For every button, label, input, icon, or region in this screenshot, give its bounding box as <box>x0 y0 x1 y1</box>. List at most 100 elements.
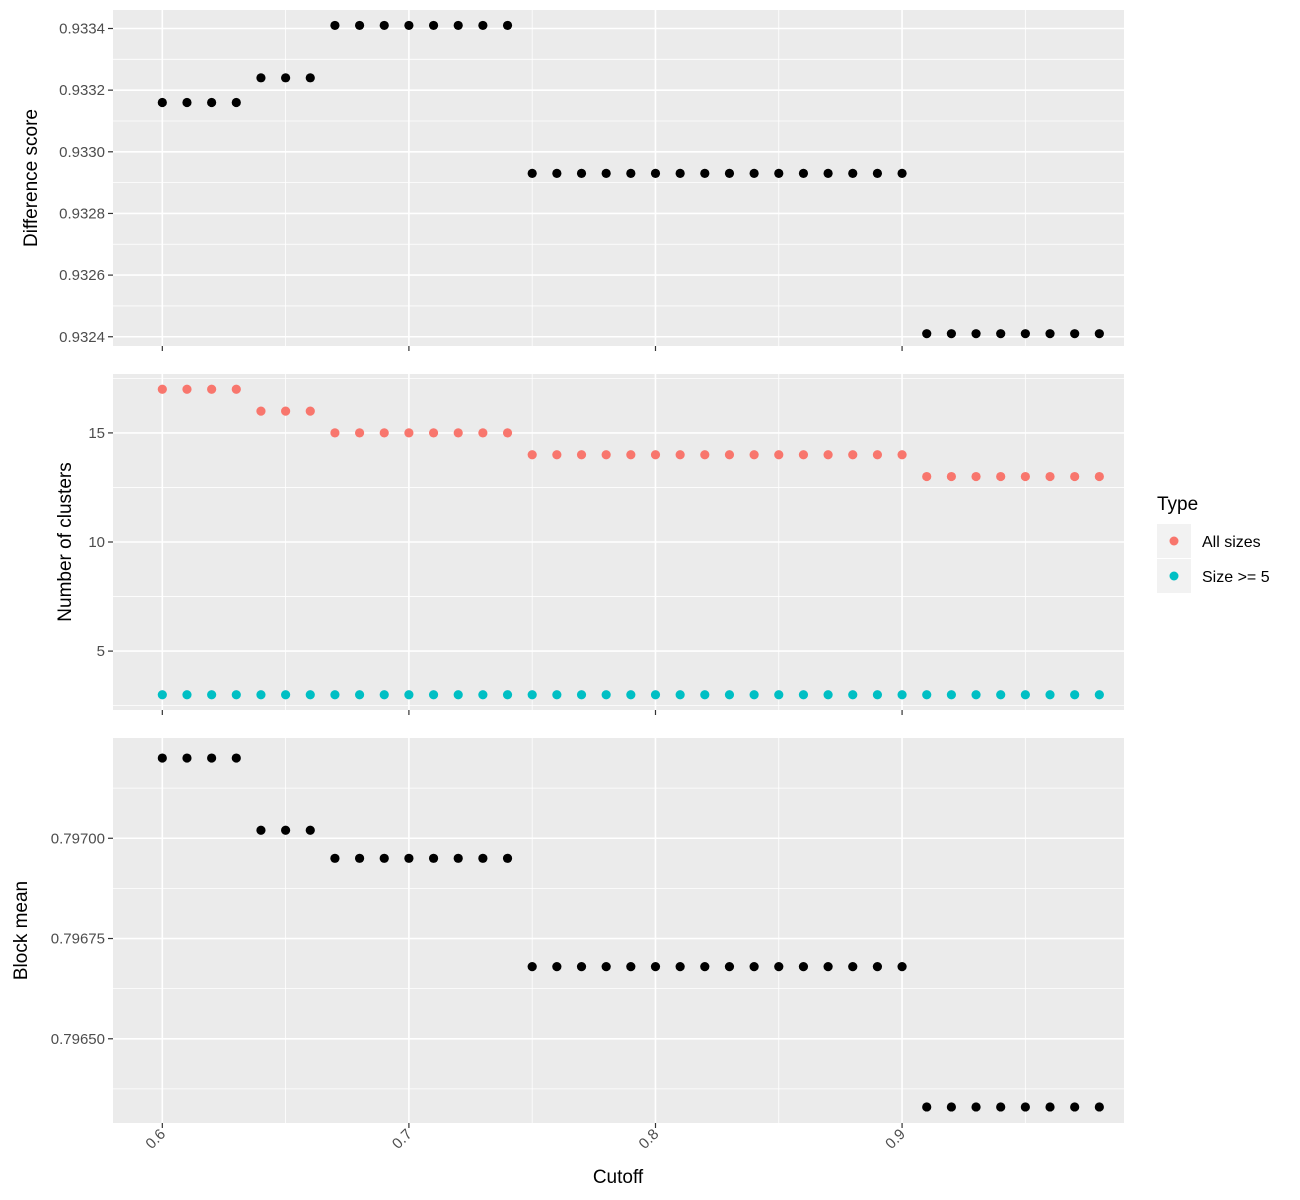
data-point <box>330 853 340 863</box>
data-point <box>379 690 389 700</box>
data-point <box>231 753 241 763</box>
y-tick-label: 0.9324 <box>59 329 105 346</box>
data-point <box>478 853 488 863</box>
data-point <box>428 20 439 31</box>
x-tick-label: 0.6 <box>142 1126 169 1153</box>
y-tick-label: 5 <box>97 643 105 660</box>
data-point <box>1070 329 1080 339</box>
data-point <box>281 825 291 835</box>
data-point <box>1020 329 1030 339</box>
legend-entry-size-5: Size >= 5 <box>1157 559 1270 593</box>
data-point <box>502 428 513 438</box>
data-point <box>576 168 587 178</box>
data-point <box>774 168 784 178</box>
data-point <box>996 1102 1006 1112</box>
data-point <box>626 961 636 972</box>
data-point <box>650 690 661 700</box>
data-point <box>576 690 587 700</box>
data-point <box>281 73 291 83</box>
data-point <box>626 450 636 460</box>
data-point <box>502 690 513 700</box>
data-point <box>305 73 315 83</box>
y-tick-label: 15 <box>88 425 105 442</box>
data-point <box>379 428 389 438</box>
data-point <box>601 450 611 460</box>
data-point <box>231 97 241 108</box>
data-point <box>576 450 587 460</box>
data-point <box>182 690 192 700</box>
data-point <box>502 20 513 31</box>
panel-background <box>113 10 1124 346</box>
x-tick-label: 0.9 <box>882 1126 909 1153</box>
data-point <box>182 384 192 394</box>
data-point <box>527 450 537 460</box>
data-point <box>922 329 932 339</box>
data-point <box>527 168 537 178</box>
data-point <box>724 450 735 460</box>
y-axis-title: Difference score <box>21 109 42 247</box>
data-point <box>749 961 759 972</box>
data-point <box>354 428 365 438</box>
data-point <box>1094 471 1104 482</box>
data-point <box>478 690 488 700</box>
y-tick-label: 0.79675 <box>51 931 105 948</box>
data-point <box>1045 1102 1055 1112</box>
data-point <box>305 690 315 700</box>
data-point <box>157 97 167 108</box>
data-point <box>798 450 809 460</box>
data-point <box>601 690 611 700</box>
data-point <box>1020 1102 1030 1112</box>
y-tick-label: 10 <box>88 534 105 551</box>
y-tick-label: 0.9330 <box>59 144 105 161</box>
data-point <box>675 450 685 460</box>
y-tick-label: 0.79700 <box>51 830 105 847</box>
data-point <box>428 428 439 438</box>
data-point <box>700 168 710 178</box>
data-point <box>922 471 932 482</box>
data-point <box>922 1102 932 1112</box>
data-point <box>527 961 537 972</box>
data-point <box>675 168 685 178</box>
data-point <box>182 753 192 763</box>
data-point <box>650 961 661 972</box>
legend: Type All sizes Size >= 5 <box>1157 494 1270 593</box>
data-point <box>354 20 365 31</box>
data-point <box>552 450 562 460</box>
legend-label-size-5: Size >= 5 <box>1202 569 1270 586</box>
data-point <box>428 690 439 700</box>
data-point <box>478 428 488 438</box>
data-point <box>157 753 167 763</box>
data-point <box>798 961 809 972</box>
data-point <box>157 384 167 394</box>
data-point <box>601 168 611 178</box>
data-point <box>626 168 636 178</box>
data-point <box>872 690 883 700</box>
data-point <box>354 690 365 700</box>
data-point <box>848 168 858 178</box>
data-point <box>971 1102 981 1112</box>
data-point <box>1070 471 1080 482</box>
data-point <box>700 690 710 700</box>
legend-label-all-sizes: All sizes <box>1202 534 1261 551</box>
data-point <box>996 690 1006 700</box>
series-difference-score <box>157 20 1104 339</box>
data-point <box>798 168 809 178</box>
data-point <box>872 168 883 178</box>
data-point <box>404 428 414 438</box>
data-point <box>724 168 735 178</box>
data-point <box>453 690 463 700</box>
data-point <box>330 20 340 31</box>
data-point <box>675 961 685 972</box>
y-axis-title: Block mean <box>11 881 32 980</box>
data-point <box>1045 690 1055 700</box>
data-point <box>749 690 759 700</box>
series-block-mean <box>157 753 1104 1112</box>
data-point <box>428 853 439 863</box>
data-point <box>1094 329 1104 339</box>
data-point <box>897 168 907 178</box>
data-point <box>650 450 661 460</box>
data-point <box>281 690 291 700</box>
panels: 0.9324 0.9326 0.9328 0.9330 0.9332 0.9334 Diff… <box>11 10 1124 1153</box>
data-point <box>207 753 217 763</box>
